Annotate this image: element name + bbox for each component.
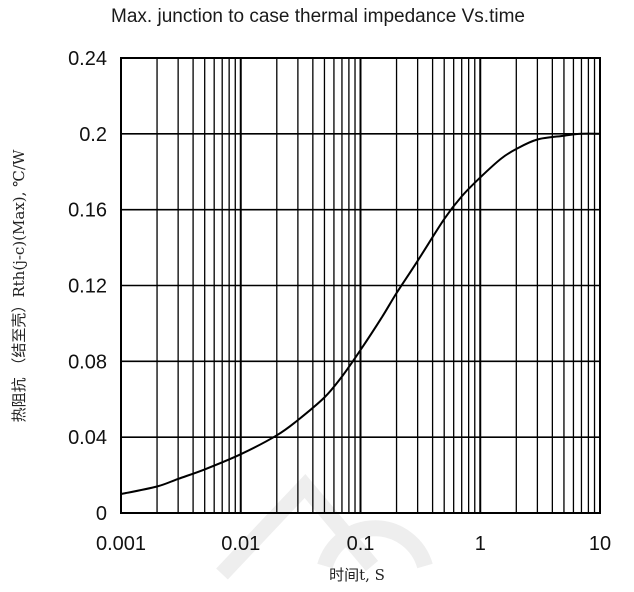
x-tick-label: 10 (589, 533, 611, 555)
x-tick-label: 1 (475, 533, 486, 555)
y-tick-label: 0.08 (68, 351, 107, 373)
thermal-impedance-curve (120, 132, 601, 495)
y-tick-labels: 0 0.04 0.08 0.12 0.16 0.2 0.24 (68, 48, 107, 525)
x-tick-label: 0.001 (96, 533, 146, 555)
plot-frame (120, 57, 601, 514)
y-axis-label: 热阻抗 （结至壳）Rth(j-c)(Max), ℃/W (10, 149, 28, 422)
watermark (216, 473, 433, 580)
y-tick-label: 0.16 (68, 200, 107, 222)
x-tick-label: 0.1 (347, 533, 375, 555)
y-tick-label: 0.12 (68, 276, 107, 298)
grid-lines (121, 58, 600, 513)
x-tick-labels: 0.001 0.01 0.1 1 10 (96, 533, 611, 555)
y-tick-label: 0 (96, 503, 107, 525)
data-series (120, 132, 601, 495)
y-tick-label: 0.2 (79, 124, 107, 146)
chart-title: Max. junction to case thermal impedance … (111, 6, 525, 27)
x-tick-label: 0.01 (221, 533, 260, 555)
x-axis-label: 时间t, S (329, 566, 385, 584)
y-tick-label: 0.24 (68, 48, 107, 70)
y-tick-label: 0.04 (68, 427, 107, 449)
